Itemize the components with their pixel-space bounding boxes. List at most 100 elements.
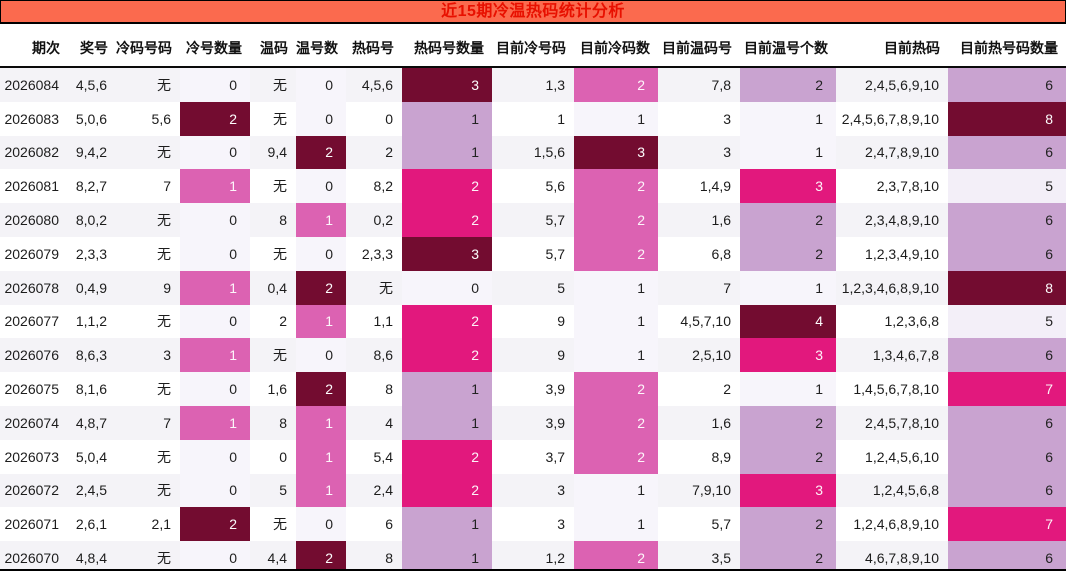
cell-cur-cold-count: 2 [574, 439, 658, 474]
table-row: 2026081 8,2,7 7 1 无 0 8,2 2 5,6 2 1,4,9 3 2,3,7,8,10… [0, 169, 1066, 204]
cell-cur-warm: 7 [723, 279, 731, 296]
table-row: 2026071 2,6,1 2,1 2 无 0 6 1 3 1 5,7 2 1,2,4,6,8,9,10… [0, 507, 1066, 542]
cell-cur-cold-count: 2 [574, 405, 658, 440]
cell-cur-cold: 3 [557, 482, 565, 499]
cell-hot-code: 2,4 [373, 482, 393, 499]
cell-cur-cold: 1,2 [545, 550, 565, 567]
cell-hot-count: 2 [402, 338, 492, 373]
cell-hot-count: 1 [402, 541, 492, 569]
cell-cur-cold-count: 1 [574, 507, 658, 542]
table-row: 2026074 4,8,7 7 1 8 1 4 1 3,9 2 1,6 2 2,4,5,7,8,10 6 [0, 405, 1066, 440]
cell-period: 2026081 [4, 178, 59, 195]
cell-cur-warm: 3 [723, 110, 731, 127]
table-row: 2026079 2,3,3 无 0 无 0 2,3,3 3 5,7 2 6,8 2 1,2,3,4,9,… [0, 236, 1066, 271]
column-header-prize: 奖号 [68, 24, 116, 68]
cell-cur-cold-count: 2 [574, 236, 658, 271]
cell-cur-warm-count: 1 [740, 101, 836, 136]
cell-cold-nums: 3 [163, 347, 171, 364]
cell-cur-cold: 1 [557, 110, 565, 127]
cell-prize: 2,4,5 [75, 482, 107, 499]
column-header-cur-warm: 目前温码号 [658, 24, 740, 68]
column-header-hot-count: 热码号数量 [402, 24, 492, 68]
cell-cur-hot-count: 7 [948, 372, 1066, 406]
cell-cold-nums: 无 [157, 313, 171, 330]
cell-period: 2026076 [4, 347, 59, 364]
cell-warm-count: 1 [296, 203, 346, 237]
cell-cur-cold: 5,7 [545, 212, 565, 229]
column-header-cold-count: 冷号数量 [180, 24, 250, 68]
cell-cur-cold: 5,7 [545, 245, 565, 262]
cell-cur-warm: 1,4,9 [699, 178, 731, 195]
cell-cur-hot-count: 6 [948, 439, 1066, 474]
cell-cur-hot-count: 8 [948, 270, 1066, 305]
cell-cold-nums: 无 [157, 482, 171, 499]
cell-cold-count: 2 [180, 101, 250, 136]
cell-prize: 8,6,3 [75, 347, 107, 364]
cell-cold-count: 0 [180, 236, 250, 271]
cell-hot-count: 0 [402, 270, 492, 305]
cell-cold-nums: 7 [163, 414, 171, 431]
cell-cur-hot: 1,2,4,5,6,8 [872, 482, 939, 499]
cell-cur-warm-count: 1 [740, 372, 836, 406]
cell-cur-hot: 1,2,3,6,8 [884, 313, 940, 330]
cell-prize: 0,4,9 [75, 279, 107, 296]
table-row: 2026078 0,4,9 9 1 0,4 2 无 0 5 1 7 1 1,2,3,4,6,8,9,10… [0, 270, 1066, 305]
stats-table: 期次 奖号 冷码号码 冷号数量 温码 温号数 热码号 热码号数量 目前冷号码 目前冷码数 目前温码号… [0, 24, 1066, 569]
column-header-warm-code: 温码 [250, 24, 296, 68]
cell-warm-count: 2 [296, 270, 346, 305]
cell-hot-code: 6 [385, 516, 393, 533]
cell-cold-count: 1 [180, 169, 250, 204]
cell-period: 2026083 [4, 110, 59, 127]
cell-cur-cold-count: 1 [574, 338, 658, 373]
cell-cold-nums: 无 [157, 76, 171, 93]
cell-cur-warm-count: 2 [740, 203, 836, 237]
table-row: 2026077 1,1,2 无 0 2 1 1,1 2 9 1 4,5,7,10 4 1,2,3,6,8… [0, 304, 1066, 339]
cell-cur-hot-count: 6 [948, 203, 1066, 237]
cell-prize: 8,0,2 [75, 212, 107, 229]
cell-hot-code: 1,1 [373, 313, 393, 330]
cell-cur-warm: 2,5,10 [692, 347, 731, 364]
cell-cold-count: 0 [180, 473, 250, 508]
table-row: 2026076 8,6,3 3 1 无 0 8,6 2 9 1 2,5,10 3 1,3,4,6,7,8… [0, 338, 1066, 373]
cell-prize: 4,5,6 [75, 76, 107, 93]
cell-cur-cold-count: 1 [574, 101, 658, 136]
column-header-cold-nums: 冷码号码 [116, 24, 180, 68]
cell-cold-count: 1 [180, 405, 250, 440]
cell-cur-hot: 2,4,5,6,9,10 [865, 76, 939, 93]
cell-cur-cold: 3 [557, 516, 565, 533]
cell-hot-code: 0,2 [373, 212, 393, 229]
cell-warm-count: 0 [296, 67, 346, 102]
cell-cur-warm: 4,5,7,10 [680, 313, 731, 330]
column-header-hot-code: 热码号 [346, 24, 402, 68]
cell-hot-code: 0 [385, 110, 393, 127]
cell-cur-warm-count: 3 [740, 338, 836, 373]
column-header-cur-hot-count: 目前热号码数量 [948, 24, 1066, 68]
cell-prize: 9,4,2 [75, 144, 107, 161]
cell-cur-warm-count: 1 [740, 270, 836, 305]
cell-cur-cold: 3,7 [545, 448, 565, 465]
cell-hot-count: 2 [402, 169, 492, 204]
cell-prize: 5,0,4 [75, 448, 107, 465]
cell-warm-code: 无 [273, 245, 287, 262]
cell-cur-cold-count: 2 [574, 372, 658, 406]
column-header-warm-count: 温号数 [296, 24, 346, 68]
cell-cur-warm-count: 2 [740, 439, 836, 474]
cell-cold-count: 2 [180, 507, 250, 542]
cell-period: 2026074 [4, 414, 59, 431]
cell-hot-count: 3 [402, 67, 492, 102]
cell-cur-cold-count: 2 [574, 203, 658, 237]
cell-period: 2026072 [4, 482, 59, 499]
cell-cur-warm: 3,5 [711, 550, 731, 567]
table-row: 2026082 9,4,2 无 0 9,4 2 2 1 1,5,6 3 3 1 2,4,7,8,9,10… [0, 135, 1066, 170]
cell-hot-code: 8 [385, 381, 393, 398]
cell-hot-code: 5,4 [373, 448, 393, 465]
cell-cold-nums: 无 [157, 245, 171, 262]
cell-warm-count: 0 [296, 338, 346, 373]
cell-cur-warm-count: 2 [740, 405, 836, 440]
cell-prize: 2,6,1 [75, 516, 107, 533]
cell-cur-hot: 1,2,3,4,9,10 [865, 245, 939, 262]
cell-cur-cold: 3,9 [545, 414, 565, 431]
cell-warm-count: 1 [296, 405, 346, 440]
cell-period: 2026080 [4, 212, 59, 229]
cell-cur-cold-count: 2 [574, 541, 658, 569]
